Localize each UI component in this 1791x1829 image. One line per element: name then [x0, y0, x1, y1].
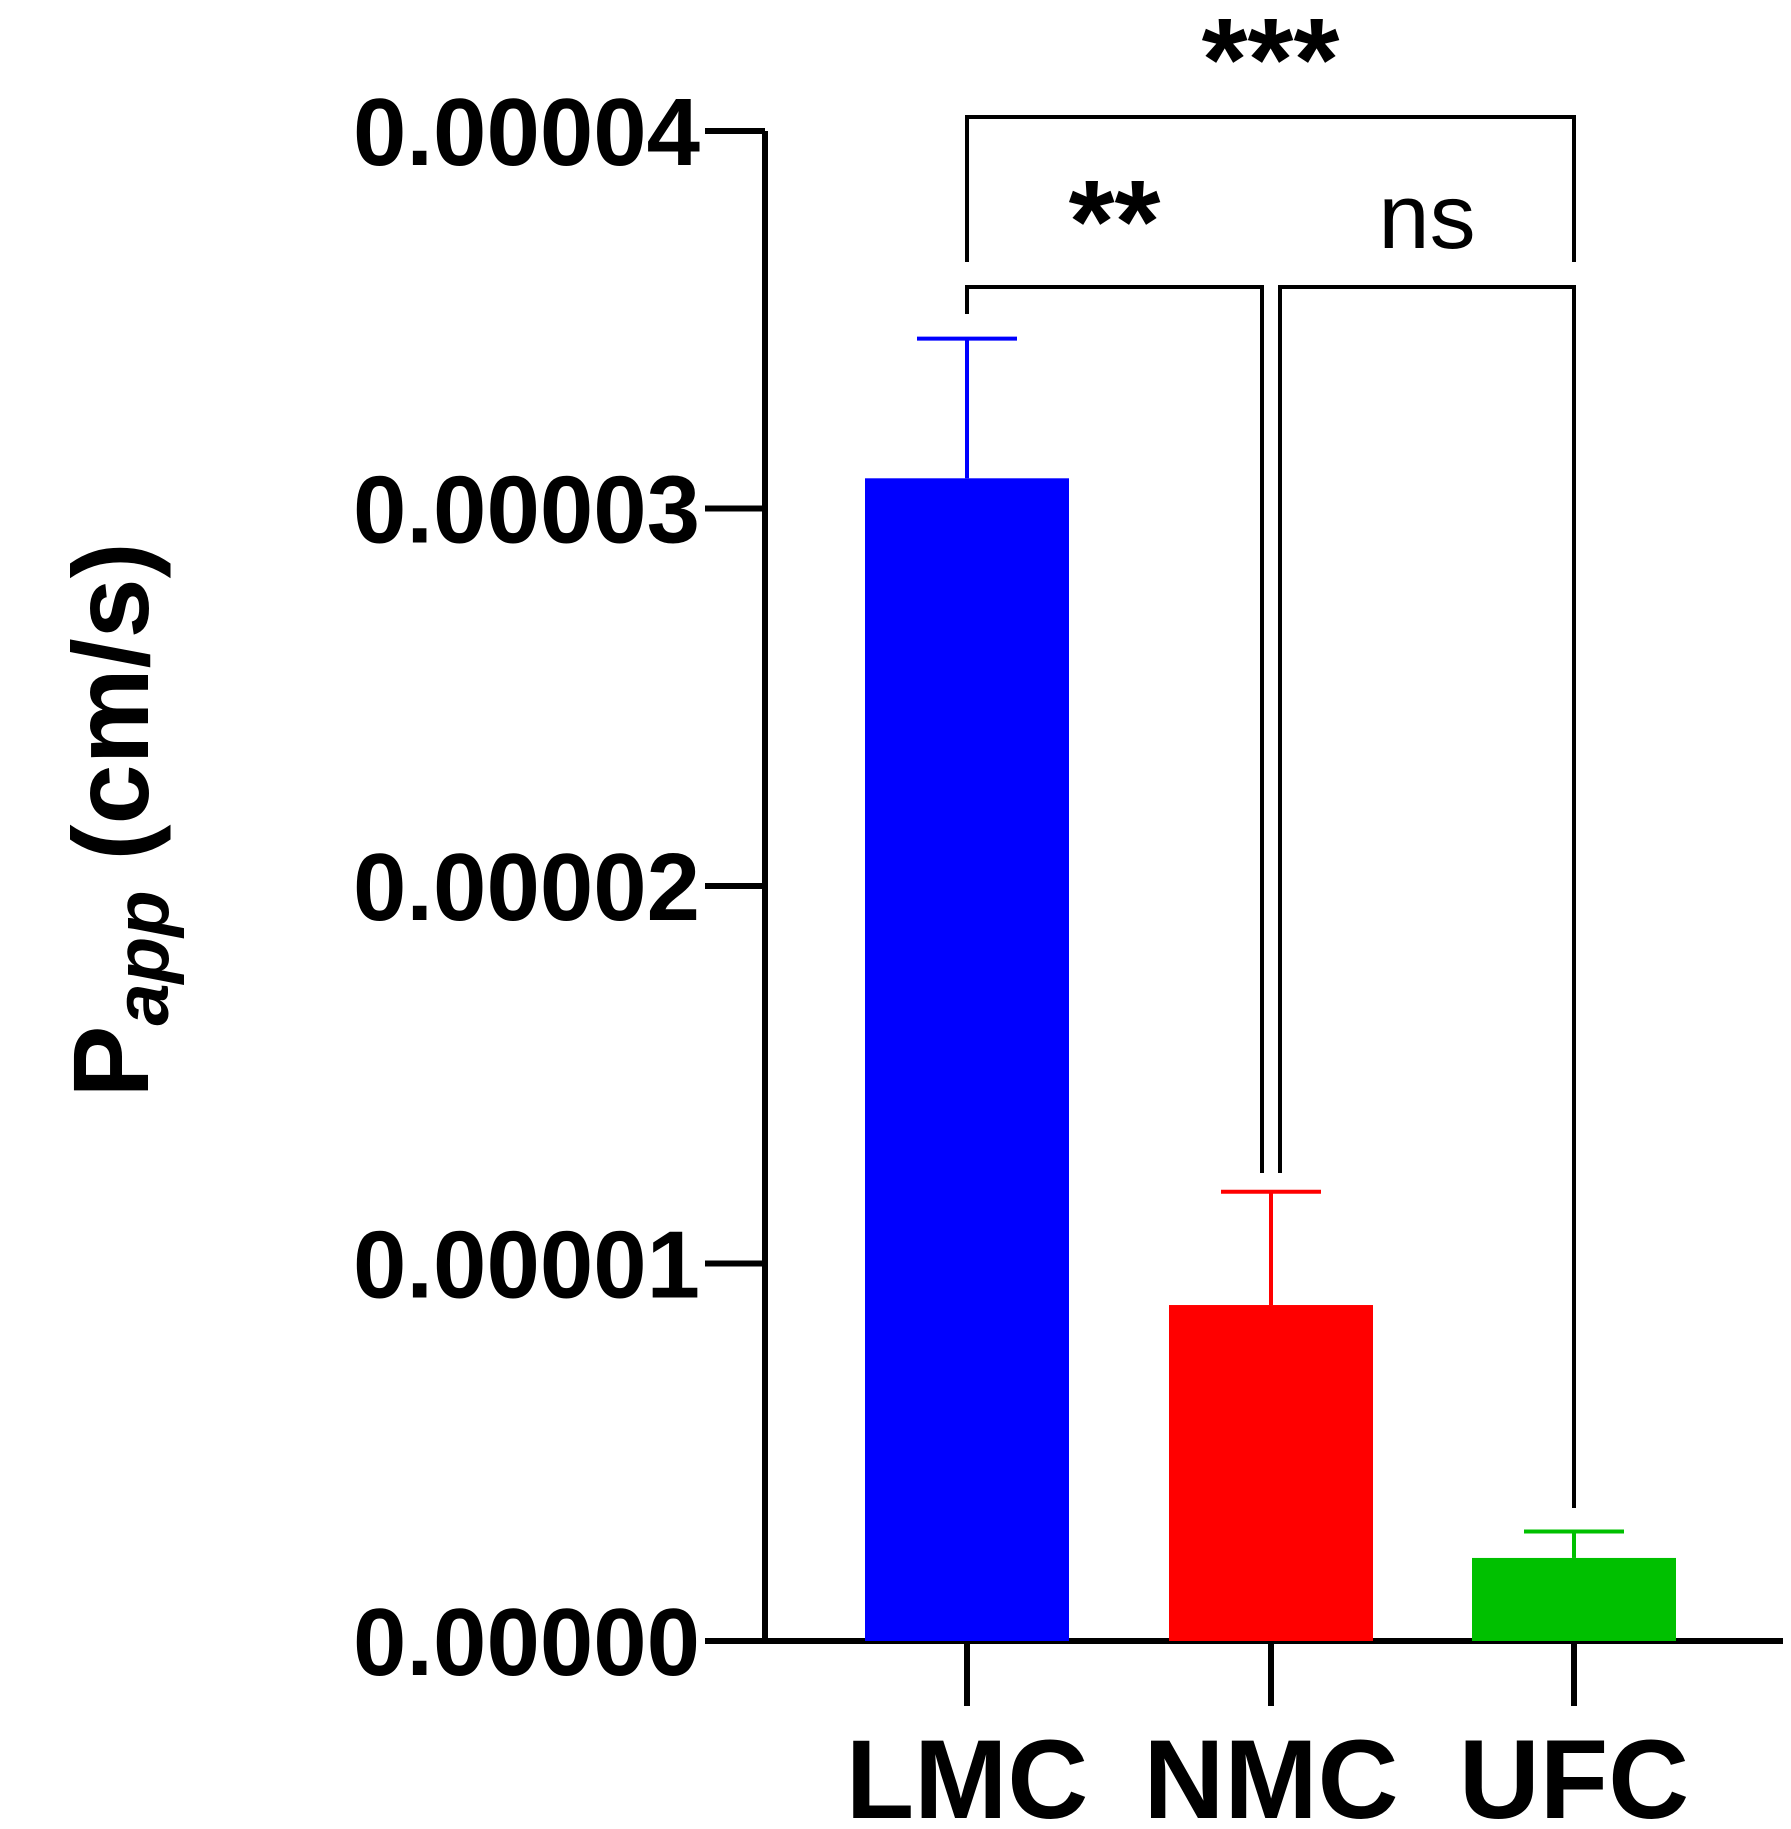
significance-brackets: ***** ns [965, 0, 1576, 1508]
bar [1472, 1557, 1676, 1641]
bars [865, 336, 1676, 1641]
significance-label: ** [1069, 156, 1161, 288]
significance-label: *** [1202, 0, 1340, 126]
y-tick-label: 0.00003 [353, 457, 700, 564]
y-axis-title-main: P [50, 1026, 171, 1098]
x-tick-label: LMC [846, 1717, 1089, 1829]
bar [865, 478, 1069, 1641]
y-tick-label: 0.00000 [353, 1589, 700, 1696]
axes: 0.00000 0.00001 0.00002 0.00003 0.00004 LMC NM… [353, 79, 1783, 1829]
y-tick-label: 0.00001 [353, 1212, 700, 1319]
y-tick-label: 0.00002 [353, 834, 700, 941]
y-axis-title: Papp (cm/s) [50, 542, 185, 1097]
bar [1169, 1305, 1373, 1641]
x-tick-label: UFC [1459, 1717, 1689, 1829]
significance-bracket [965, 285, 1264, 1173]
y-axis-title-suffix: (cm/s) [50, 542, 171, 890]
significance-bracket [1278, 285, 1576, 1508]
significance-bracket [965, 115, 1576, 262]
y-axis-title-subscript: app [100, 890, 185, 1025]
y-tick-label: 0.00004 [353, 79, 700, 186]
significance-label: ns [1378, 166, 1475, 268]
x-tick-label: NMC [1143, 1717, 1398, 1829]
